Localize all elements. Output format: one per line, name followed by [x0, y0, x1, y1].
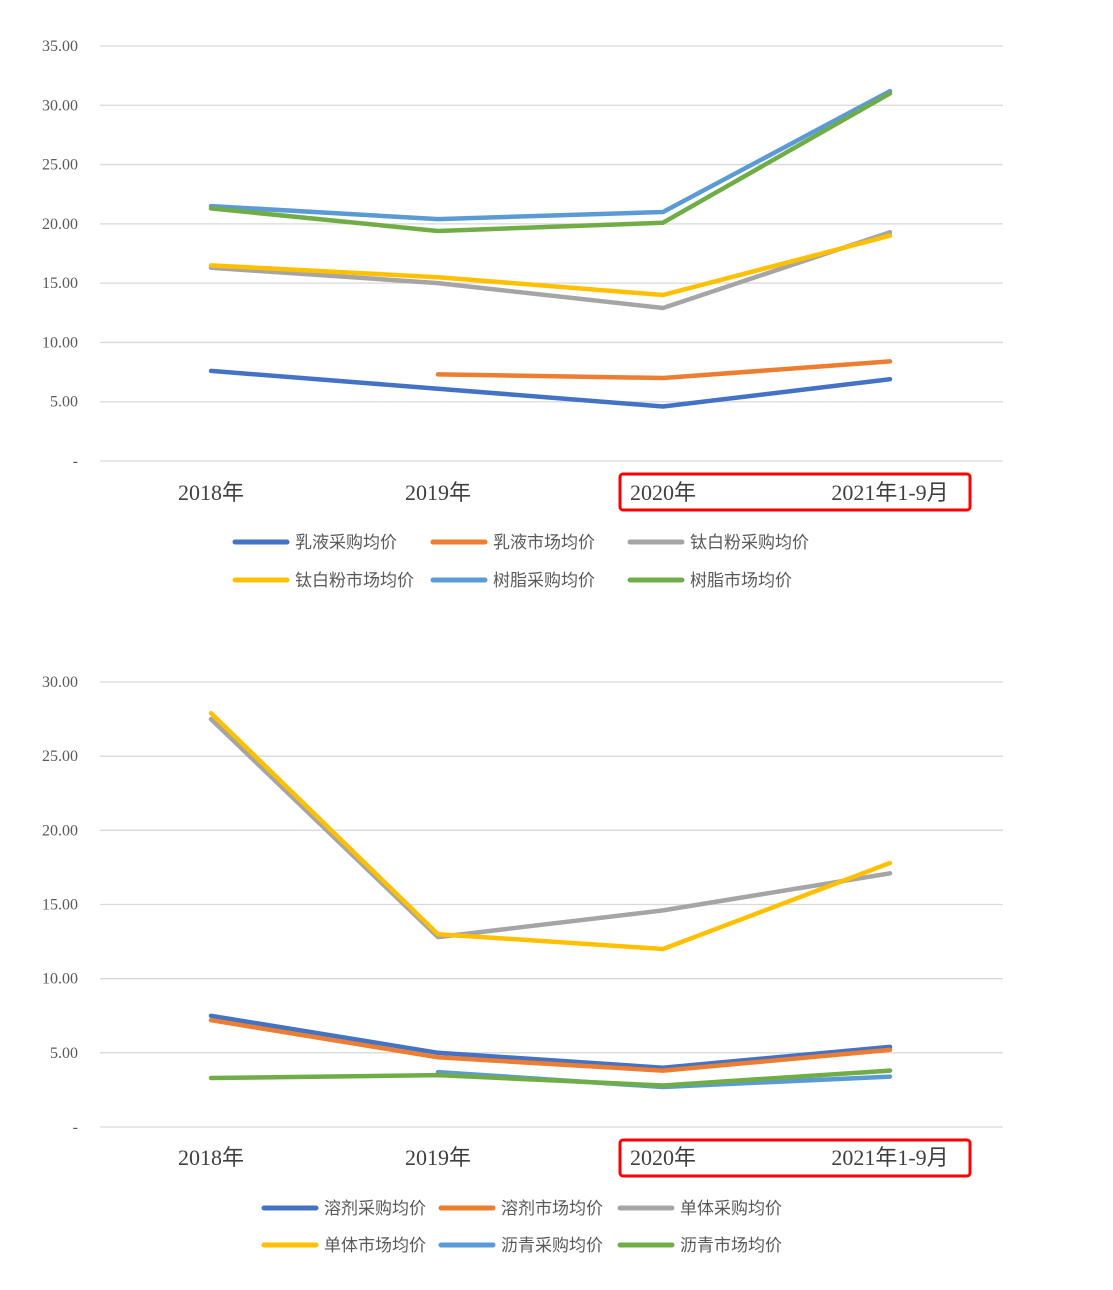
y-tick-label: 25.00 — [42, 157, 78, 174]
legend-label: 溶剂采购均价 — [324, 1199, 426, 1219]
legend-label: 钛白粉采购均价 — [690, 533, 809, 553]
legend-label: 单体市场均价 — [324, 1236, 426, 1256]
y-tick-label: 15.00 — [42, 897, 78, 914]
legend-label: 沥青采购均价 — [501, 1236, 603, 1256]
legend-label: 单体采购均价 — [680, 1199, 782, 1219]
y-tick-label: 35.00 — [42, 38, 78, 55]
y-tick-label: 30.00 — [42, 674, 78, 691]
y-tick-label: 10.00 — [42, 971, 78, 988]
legend-label: 溶剂市场均价 — [501, 1199, 603, 1219]
series-line-3 — [208, 716, 893, 940]
x-category-label: 2020年 — [630, 480, 696, 505]
series-line-1 — [208, 368, 893, 409]
y-tick-label: 5.00 — [50, 1045, 78, 1062]
x-category-label: 2018年 — [178, 480, 244, 505]
highlight-box — [618, 1138, 972, 1178]
legend-label: 树脂市场均价 — [690, 571, 792, 591]
legend-label: 沥青市场均价 — [680, 1236, 782, 1256]
x-category-label: 2021年1-9月 — [831, 480, 948, 505]
chart-1: - 5.00 10.00 15.00 20.00 25.00 30.00 35.00 2018年… — [42, 38, 1003, 591]
legend-label: 树脂采购均价 — [493, 571, 595, 591]
y-tick-label: 5.00 — [50, 394, 78, 411]
x-category-label: 2019年 — [405, 1145, 471, 1170]
legend-label: 乳液采购均价 — [295, 533, 397, 553]
series-line-2 — [435, 359, 893, 381]
series-line-3 — [208, 229, 893, 311]
y-tick-label: 30.00 — [42, 97, 78, 114]
series-line-6 — [208, 91, 893, 234]
x-category-label: 2020年 — [630, 1145, 696, 1170]
x-category-label: 2021年1-9月 — [831, 1145, 948, 1170]
y-tick-label: - — [73, 453, 78, 470]
x-category-label: 2018年 — [178, 1145, 244, 1170]
y-tick-label: 10.00 — [42, 334, 78, 351]
y-tick-label: 20.00 — [42, 216, 78, 233]
y-tick-label: 15.00 — [42, 275, 78, 292]
y-tick-label: 25.00 — [42, 748, 78, 765]
series-line-6 — [208, 1068, 893, 1088]
x-category-label: 2019年 — [405, 480, 471, 505]
legend-label: 钛白粉市场均价 — [295, 571, 414, 591]
highlight-box — [618, 472, 972, 512]
legend-label: 乳液市场均价 — [493, 533, 595, 553]
series-line-4 — [208, 233, 893, 298]
series-line-4 — [208, 710, 893, 952]
chart-2: - 5.00 10.00 15.00 20.00 25.00 30.00 2018年 2019年… — [42, 674, 1003, 1256]
series-line-5 — [208, 88, 893, 222]
series-line-2 — [208, 1017, 893, 1073]
series-line-1 — [208, 1013, 893, 1070]
y-tick-label: - — [73, 1119, 78, 1136]
y-tick-label: 20.00 — [42, 822, 78, 839]
